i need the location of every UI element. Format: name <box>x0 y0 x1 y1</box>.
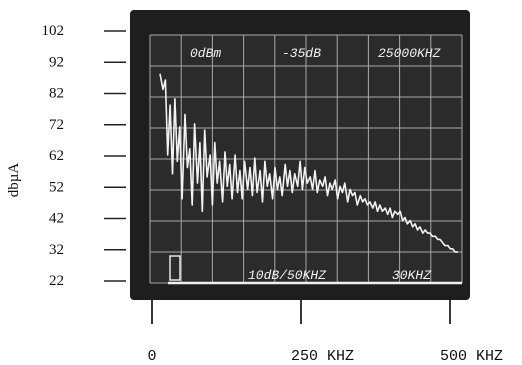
ref-level-annotation: 0dBm <box>190 46 221 61</box>
y-axis-title: dbµA <box>6 163 22 198</box>
y-tick-label: 32 <box>49 242 64 258</box>
y-tick-labels: 102 92 82 72 62 52 42 32 22 <box>42 23 65 289</box>
y-tick-label: 52 <box>49 179 64 195</box>
x-tick-label: 250 KHZ <box>291 348 354 365</box>
x-tick-label: 500 KHZ <box>440 348 503 365</box>
y-tick-label: 42 <box>49 211 64 227</box>
y-tick-label: 82 <box>49 86 64 102</box>
scan-width-annotation: 10dB/50KHZ <box>248 268 327 283</box>
spectrum-traces <box>159 73 458 253</box>
scope-marker-box <box>169 255 181 281</box>
x-tick-labels: 0 250 KHZ 500 KHZ <box>147 300 503 365</box>
center-frequency-annotation: 25000KHZ <box>378 46 442 61</box>
x-tick-label: 0 <box>147 348 156 365</box>
y-tick-label: 92 <box>49 54 64 70</box>
y-tick-marks <box>104 30 126 282</box>
y-tick-label: 22 <box>49 273 64 289</box>
resolution-annotation: 30KHZ <box>392 268 432 283</box>
y-tick-label: 62 <box>49 148 64 164</box>
y-tick-label: 102 <box>42 23 65 39</box>
y-tick-label: 72 <box>49 117 64 133</box>
spectrum-trace <box>159 73 458 253</box>
attenuation-annotation: -35dB <box>282 46 321 61</box>
